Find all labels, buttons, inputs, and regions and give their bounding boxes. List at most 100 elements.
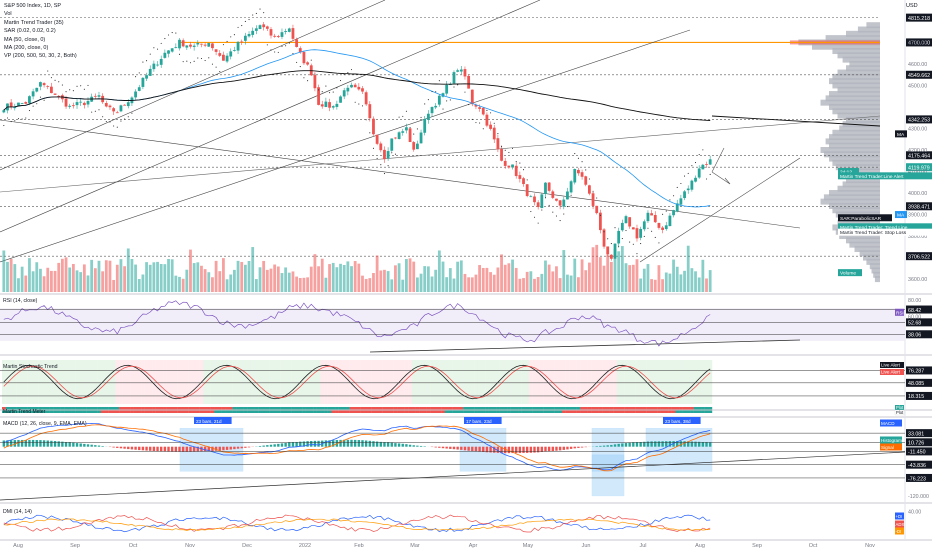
macd-hist-bar [456,446,459,450]
x-tick-label: Jul [639,543,646,549]
series-tag [838,228,932,236]
trend-meter-cell [609,410,614,413]
level-tag [906,305,932,314]
indicator-vp[interactable]: VP (200, 500, 50, 30, 2, Both) [4,53,77,60]
sar-dot [72,90,74,92]
stoch-bg-cell [144,360,149,404]
macd-hist-bar [449,446,452,449]
macd-hist-bar [408,444,412,447]
sar-dot [318,89,320,91]
stoch-bg-cell [155,360,160,404]
sar-dot [105,120,107,123]
trend-meter-cell [382,407,387,410]
sar-dot [211,63,213,65]
sar-dot [263,12,265,14]
macd-hist-bar [163,446,167,452]
candle-body [185,45,189,48]
stoch-bg-cell [302,360,306,404]
macd-hist-bar [112,446,115,448]
candle-body [441,93,445,97]
macd-hist-bar [196,446,199,452]
level-tag [906,330,932,339]
candle-body [203,44,207,46]
trend-meter-cell [276,407,281,410]
indicator-vol[interactable]: Vol [4,11,12,18]
trend-meter-cell [287,407,292,410]
trend-meter [2,407,713,413]
stoch-bg-cell [543,360,548,404]
trend-tag [895,405,904,410]
macd-hist-bar [178,446,181,452]
sar-dot [442,108,444,110]
candle-body [646,212,650,222]
stoch-bg-cell [477,360,482,404]
trend-meter-cell [708,407,713,410]
indicator-sar[interactable]: SAR (0.02, 0.02, 0.2) [4,28,56,35]
trend-meter-cell [276,410,281,413]
sar-dot [21,118,23,120]
sar-dot [61,84,63,86]
trend-meter-cell [671,410,676,413]
trend-meter-cell [620,407,625,410]
macd-hist-bar [324,440,328,447]
trend-meter-cell [115,407,120,410]
candle-body [474,104,478,107]
stoch-bg-cell [280,360,285,404]
x-tick-label: Dec [242,543,252,549]
stoch-bg-cell [203,360,208,404]
x-tick-label: Aug [695,543,705,549]
stoch-bg-cell [93,360,98,404]
sar-dot [248,18,250,21]
macd-tag-label: Histogram [881,438,902,443]
trend-meter-cell [12,407,17,410]
stoch-bg-cell [561,360,566,404]
volume-bar [298,277,302,292]
indicator-martin-trend-trader[interactable]: Martin Trend Trader (35) [4,19,64,26]
volume-bar [522,278,525,292]
trend-meter-cell [111,407,116,410]
trend-meter-cell [210,410,215,413]
indicator-ma50[interactable]: MA (50, close, 0) [4,36,46,43]
volume-bar [664,272,668,292]
macd-hist-bar [222,446,225,451]
vp-row [837,112,880,119]
series-tag [838,214,892,222]
candle-body [218,53,222,56]
macd-hist-bar [357,440,361,447]
trend-meter-cell [56,410,61,413]
candle-body [408,128,412,143]
adx-line [3,518,711,531]
trend-meter-cell [272,410,277,413]
trend-meter-cell [690,407,694,410]
macd-hist-bar [635,442,639,447]
volume-bar [24,275,28,292]
macd-hist-bar [610,444,613,447]
trend-meter-cell [660,407,665,410]
volume-bar [390,279,394,292]
macd-hist-bar [544,446,547,452]
vp-row [849,241,880,248]
vp-row [823,151,880,158]
trend-meter-cell [697,407,702,410]
stoch-bg-cell [335,360,339,404]
stoch-bg-cell [320,360,325,404]
volume-bar [705,278,708,292]
macd-hist-bar [90,444,93,447]
stoch-bg-cell [5,360,10,404]
volume-bar [291,271,295,292]
candle-body [383,149,386,160]
macd-hist-bar [401,443,404,447]
indicator-ma200[interactable]: MA (200, close, 0) [4,45,49,52]
sar-dot [369,132,371,134]
trend-meter-cell [452,410,457,413]
candle-body [240,41,244,43]
trend-meter-cell [646,410,650,413]
sar-dot [387,165,389,167]
candle-body [415,143,419,150]
trend-meter-cell [214,407,219,410]
volume-bar [196,262,200,292]
trend-meter-cell [510,410,515,413]
sar-dot [153,47,155,49]
vp-row [832,73,880,80]
